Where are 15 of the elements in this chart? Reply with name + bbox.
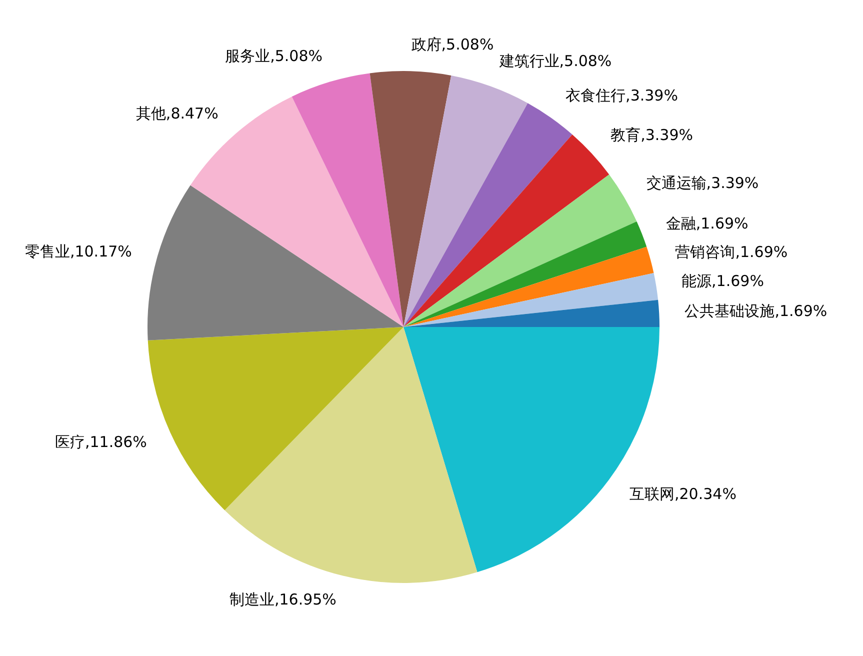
slice-label: 政府,5.08% <box>411 35 494 54</box>
slice-label: 其他,8.47% <box>136 104 218 123</box>
slice-label: 互联网,20.34% <box>629 484 736 503</box>
slice-label: 零售业,10.17% <box>24 242 132 260</box>
slice-label: 制造业,16.95% <box>229 590 336 608</box>
slice-label: 公共基础设施,1.69% <box>684 302 828 320</box>
slice-label: 营销咨询,1.69% <box>675 242 788 261</box>
slice-label: 服务业,5.08% <box>225 47 323 66</box>
slice-label: 衣食住行,3.39% <box>566 86 678 105</box>
slice-label: 教育,3.39% <box>610 126 694 144</box>
slice-label: 医疗,11.86% <box>54 432 147 451</box>
slice-label: 建筑行业,5.08% <box>498 52 612 70</box>
slice-label: 金融,1.69% <box>666 214 748 233</box>
slice-label: 能源,1.69% <box>682 272 764 290</box>
slice-label: 交通运输,3.39% <box>646 174 759 192</box>
